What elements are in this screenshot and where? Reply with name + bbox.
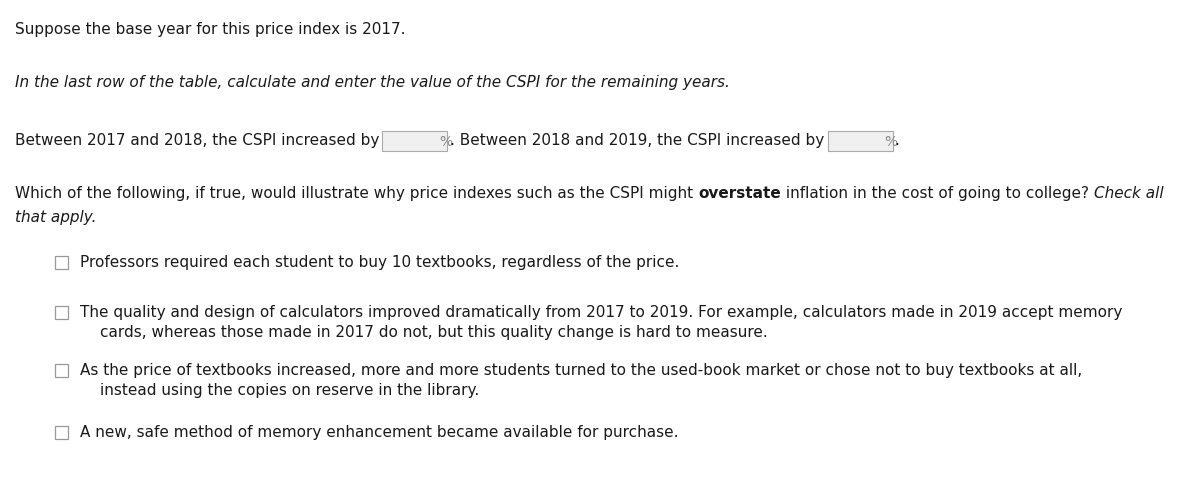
Text: %: % [884, 135, 898, 149]
Text: overstate: overstate [698, 186, 781, 201]
Bar [55, 306, 68, 319]
Text: Suppose the base year for this price index is 2017.: Suppose the base year for this price ind… [14, 22, 406, 37]
Bar [828, 131, 893, 151]
Text: . Between 2018 and 2019, the CSPI increased by: . Between 2018 and 2019, the CSPI increa… [450, 133, 824, 148]
Text: inflation in the cost of going to college?: inflation in the cost of going to colleg… [781, 186, 1093, 201]
Text: A new, safe method of memory enhancement became available for purchase.: A new, safe method of memory enhancement… [80, 425, 678, 440]
Text: that apply.: that apply. [14, 210, 96, 225]
Text: As the price of textbooks increased, more and more students turned to the used-b: As the price of textbooks increased, mor… [80, 363, 1082, 378]
Bar [55, 364, 68, 377]
Text: Between 2017 and 2018, the CSPI increased by: Between 2017 and 2018, the CSPI increase… [14, 133, 379, 148]
Text: .: . [895, 133, 900, 148]
Text: %: % [439, 135, 452, 149]
Text: instead using the copies on reserve in the library.: instead using the copies on reserve in t… [100, 383, 479, 398]
Bar [55, 426, 68, 439]
Text: In the last row of the table, calculate and enter the value of the CSPI for the : In the last row of the table, calculate … [14, 75, 730, 90]
Text: Professors required each student to buy 10 textbooks, regardless of the price.: Professors required each student to buy … [80, 255, 679, 270]
Text: The quality and design of calculators improved dramatically from 2017 to 2019. F: The quality and design of calculators im… [80, 305, 1122, 320]
Text: Check all: Check all [1093, 186, 1163, 201]
Text: Which of the following, if true, would illustrate why price indexes such as the : Which of the following, if true, would i… [14, 186, 698, 201]
Bar [383, 131, 448, 151]
Text: cards, whereas those made in 2017 do not, but this quality change is hard to mea: cards, whereas those made in 2017 do not… [100, 325, 768, 340]
Bar [55, 256, 68, 269]
